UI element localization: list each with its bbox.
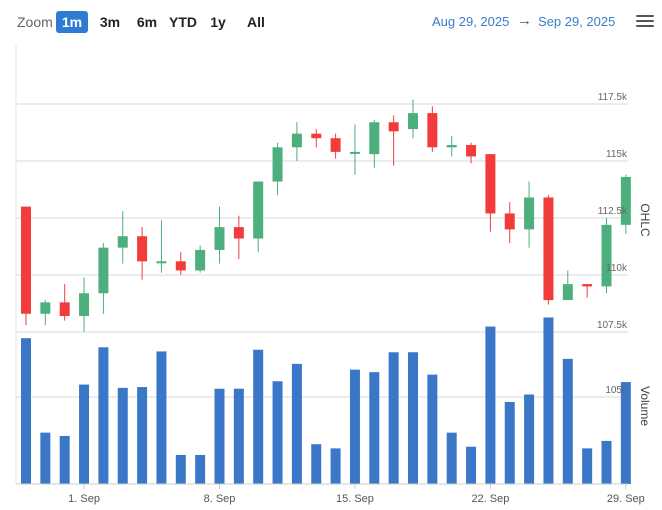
candle-body xyxy=(485,154,496,214)
volume-bar xyxy=(562,358,573,484)
range-from-input[interactable]: Aug 29, 2025 xyxy=(432,14,510,29)
candle-body xyxy=(311,133,322,139)
volume-bar xyxy=(369,372,380,484)
axes xyxy=(15,44,628,489)
volume-bar xyxy=(524,394,535,484)
zoom-3m-button[interactable]: 3m xyxy=(99,14,121,30)
volume-bar xyxy=(388,352,399,484)
candlestick-chart: 107.5k 110k 112.5k 115k 117.5k 105k 1. Sep 8. S… xyxy=(15,44,652,505)
candle-body xyxy=(59,302,70,317)
volume-bar xyxy=(40,432,51,484)
candle-body xyxy=(117,236,128,248)
candle-body xyxy=(253,181,264,239)
range-selector-toolbar: Zoom 1m 3m 6m YTD 1y All Aug 29, 2025 → … xyxy=(0,0,662,44)
zoom-1y-button[interactable]: 1y xyxy=(210,14,226,30)
x-tick-label: 15. Sep xyxy=(336,493,374,505)
ohlc-axis-title: OHLC xyxy=(638,203,652,237)
candle-body xyxy=(291,133,302,148)
volume-bar xyxy=(311,444,322,484)
volume-bar xyxy=(272,381,283,484)
candle-body xyxy=(175,261,186,271)
ohlc-tick-label: 112.5k xyxy=(598,206,628,217)
volume-axis-title: Volume xyxy=(638,386,652,426)
volume-tick-label: 105k xyxy=(605,385,628,396)
volume-bar xyxy=(98,347,109,484)
volume-bar xyxy=(21,338,31,484)
volume-bar xyxy=(233,388,244,484)
x-tick-label: 1. Sep xyxy=(68,493,100,505)
volume-bar xyxy=(79,384,90,484)
candle-body xyxy=(620,176,631,225)
ohlc-tick-label: 115k xyxy=(606,149,628,160)
x-tick-label: 29. Sep xyxy=(607,493,645,505)
volume-bar xyxy=(504,401,515,484)
candle-body xyxy=(79,293,90,317)
x-tick-label: 22. Sep xyxy=(471,493,509,505)
volume-bar xyxy=(330,448,341,484)
volume-bar xyxy=(291,363,302,484)
candle-body xyxy=(40,302,51,314)
candle-body xyxy=(408,113,418,130)
candle-body xyxy=(21,206,31,314)
volume-series xyxy=(21,317,631,484)
candle-body xyxy=(504,213,515,230)
candle-body xyxy=(214,227,225,250)
candle-body xyxy=(137,236,148,262)
volume-bar xyxy=(408,352,418,484)
volume-bar xyxy=(137,387,148,484)
volume-bar xyxy=(582,448,593,484)
range-arrow: → xyxy=(517,12,532,29)
volume-bar xyxy=(601,440,612,484)
volume-bar xyxy=(349,369,360,484)
candle-body xyxy=(524,197,535,230)
volume-bar xyxy=(59,435,70,484)
zoom-6m-button[interactable]: 6m xyxy=(136,14,158,30)
zoom-label: Zoom xyxy=(17,14,53,30)
volume-bar xyxy=(175,455,186,484)
ohlc-series xyxy=(21,99,631,332)
volume-bar xyxy=(466,446,477,484)
candle-body xyxy=(562,284,573,301)
range-to-input[interactable]: Sep 29, 2025 xyxy=(538,14,616,29)
candle-body xyxy=(272,147,283,182)
zoom-1m-button[interactable]: 1m xyxy=(56,11,88,33)
candle-body xyxy=(582,284,593,287)
candle-body xyxy=(543,197,554,301)
candle-body xyxy=(156,261,167,264)
volume-bar xyxy=(214,388,225,484)
x-tick-label: 8. Sep xyxy=(204,493,236,505)
volume-bar xyxy=(446,432,457,484)
volume-bar xyxy=(195,455,206,484)
volume-bar xyxy=(253,349,264,484)
ohlc-tick-label: 107.5k xyxy=(597,320,628,331)
tick-labels: 107.5k 110k 112.5k 115k 117.5k 105k 1. Sep 8. S… xyxy=(68,92,645,505)
candle-body xyxy=(233,227,244,239)
ohlc-tick-label: 110k xyxy=(606,263,628,274)
zoom-all-button[interactable]: All xyxy=(247,14,265,30)
candle-body xyxy=(195,249,206,271)
zoom-ytd-button[interactable]: YTD xyxy=(169,14,197,30)
volume-bar xyxy=(156,351,167,484)
volume-bar xyxy=(427,374,438,484)
candle-body xyxy=(98,247,109,294)
candle-body xyxy=(369,122,380,155)
candle-body xyxy=(349,151,360,154)
volume-bar xyxy=(620,382,631,484)
hamburger-menu-icon[interactable] xyxy=(636,15,654,29)
candle-body xyxy=(446,145,457,148)
volume-bar xyxy=(117,387,128,484)
candle-body xyxy=(427,113,438,148)
volume-bar xyxy=(485,326,496,484)
volume-bar xyxy=(543,317,554,484)
candle-body xyxy=(466,145,477,157)
candle-body xyxy=(388,122,399,132)
candle-body xyxy=(330,138,341,152)
ohlc-tick-label: 117.5k xyxy=(598,92,628,103)
candle-body xyxy=(601,224,612,287)
